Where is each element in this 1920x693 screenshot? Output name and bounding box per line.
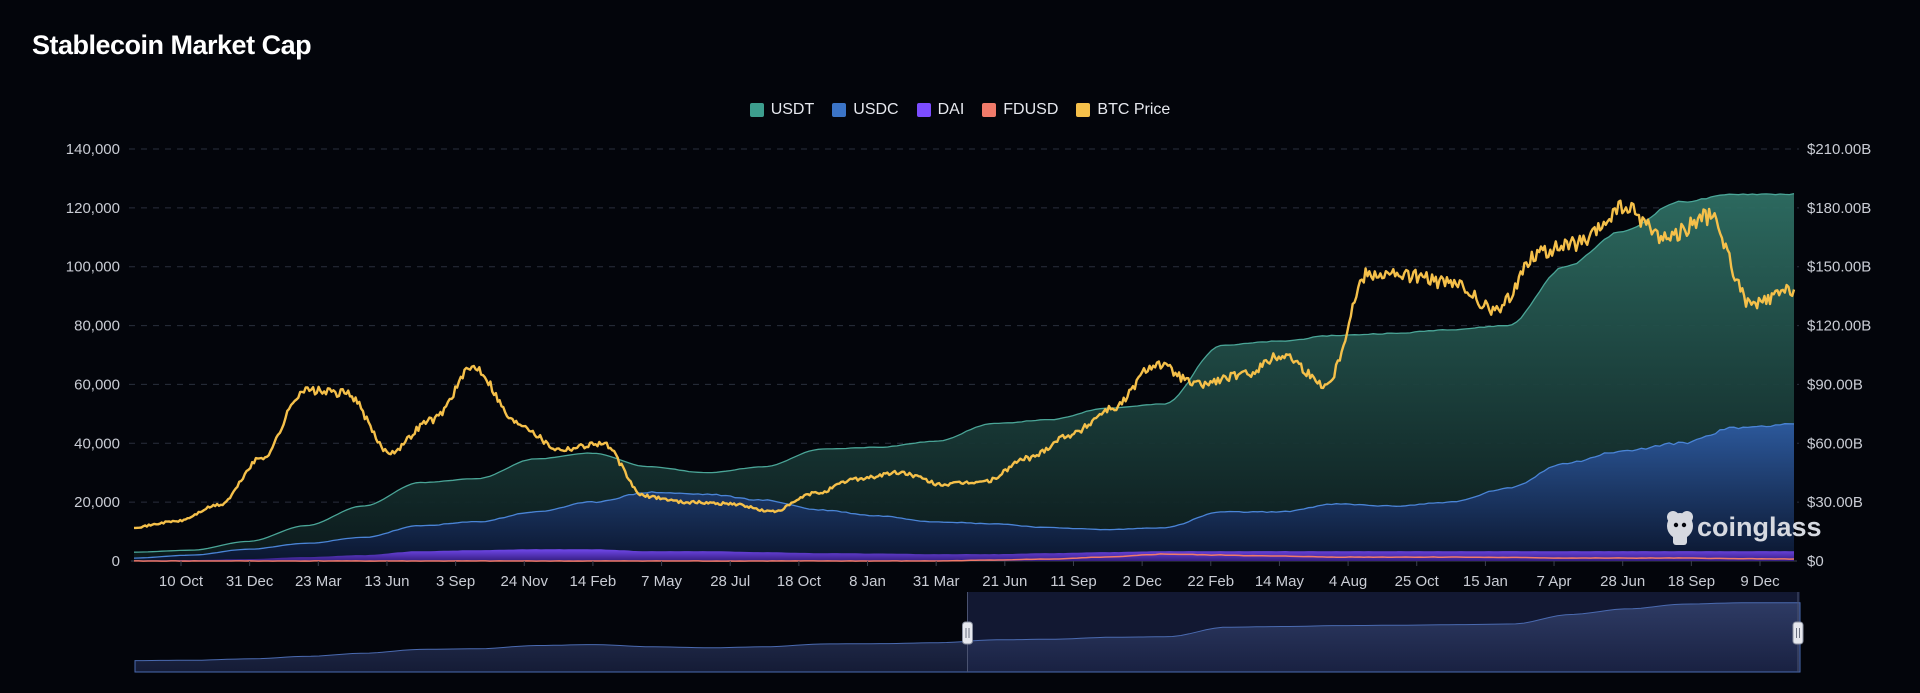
- y-right-tick-label: $150.00B: [1807, 259, 1871, 276]
- y-left-tick-label: 80,000: [74, 318, 120, 335]
- y-left-tick-label: 60,000: [74, 376, 120, 393]
- x-tick-label: 25 Oct: [1395, 573, 1440, 590]
- x-tick-label: 13 Jun: [364, 573, 409, 590]
- x-tick-label: 18 Oct: [777, 573, 822, 590]
- legend-swatch-btc-price: [1076, 103, 1091, 117]
- x-tick-label: 28 Jul: [710, 573, 750, 590]
- x-tick-label: 3 Sep: [436, 573, 475, 590]
- x-tick-label: 9 Dec: [1740, 573, 1780, 590]
- legend-item-btc-price[interactable]: BTC Price: [1076, 101, 1170, 119]
- y-left-tick-label: 120,000: [66, 200, 120, 217]
- x-tick-label: 31 Mar: [913, 573, 960, 590]
- legend-item-dai[interactable]: DAI: [916, 101, 965, 119]
- x-tick-label: 28 Jun: [1600, 573, 1645, 590]
- x-tick-label: 23 Mar: [295, 573, 342, 590]
- legend-swatch-usdt: [749, 103, 764, 117]
- series-line-usdt: [133, 192, 1795, 553]
- x-tick-label: 14 May: [1255, 573, 1305, 590]
- range-navigator[interactable]: [134, 592, 1804, 673]
- legend-label-usdt: USDT: [770, 101, 815, 118]
- series-areas: [133, 192, 1795, 562]
- series-line-usdc: [133, 423, 1795, 559]
- legend-item-usdt[interactable]: USDT: [749, 101, 815, 119]
- x-tick-label: 8 Jan: [849, 573, 886, 590]
- x-tick-label: 7 May: [641, 573, 682, 590]
- x-tick-label: 2 Dec: [1123, 573, 1163, 590]
- btc-price-series: [134, 199, 1796, 530]
- x-tick-label: 18 Sep: [1668, 573, 1716, 590]
- y-left-tick-label: 100,000: [66, 259, 120, 276]
- legend-swatch-dai: [916, 103, 931, 117]
- y-right-tick-label: $210.00B: [1807, 141, 1871, 158]
- legend: USDT USDC DAI FDUSD BTC Price: [0, 101, 1920, 119]
- y-left-tick-label: 0: [112, 553, 120, 570]
- coinglass-wordmark: coinglass: [1697, 512, 1822, 542]
- x-tick-label: 14 Feb: [570, 573, 617, 590]
- series-line-fdusd: [134, 553, 1795, 562]
- navigator-handle-left[interactable]: [962, 621, 973, 645]
- y-axis-left: 0 20,000 40,000 60,000 80,000 100,000 120,000 1…: [66, 141, 120, 570]
- legend-item-fdusd[interactable]: FDUSD: [982, 101, 1058, 119]
- y-right-tick-label: $0: [1807, 553, 1824, 570]
- y-right-tick-label: $30.00B: [1807, 494, 1863, 511]
- navigator-handle-right[interactable]: [1792, 621, 1804, 645]
- y-right-tick-label: $90.00B: [1807, 376, 1863, 393]
- y-axis-right: $0 $30.00B $60.00B $90.00B $120.00B $150.00B $…: [1807, 141, 1871, 570]
- x-tick-label: 10 Oct: [159, 573, 204, 590]
- x-tick-label: 31 Dec: [226, 573, 274, 590]
- y-left-tick-label: 40,000: [74, 435, 120, 452]
- coinglass-logo-icon: [1667, 511, 1693, 545]
- x-tick-label: 4 Aug: [1329, 573, 1367, 590]
- legend-label-usdc: USDC: [853, 101, 899, 118]
- series-line-btc-price: [134, 199, 1796, 530]
- y-right-tick-label: $60.00B: [1807, 435, 1863, 452]
- coinglass-watermark: coinglass: [1667, 511, 1822, 545]
- x-tick-label: 7 Apr: [1537, 573, 1572, 590]
- y-left-tick-label: 140,000: [66, 141, 120, 158]
- x-tick-label: 24 Nov: [500, 573, 548, 590]
- legend-swatch-fdusd: [982, 103, 997, 117]
- series-area-dai: [134, 549, 1794, 561]
- y-right-tick-label: $120.00B: [1807, 318, 1871, 335]
- x-tick-label: 22 Feb: [1187, 573, 1234, 590]
- x-tick-label: 11 Sep: [1050, 573, 1096, 590]
- chart-title: Stablecoin Market Cap: [32, 30, 312, 60]
- legend-label-fdusd: FDUSD: [1003, 101, 1059, 118]
- legend-label-btc-price: BTC Price: [1097, 101, 1171, 118]
- legend-label-dai: DAI: [937, 101, 965, 118]
- x-tick-label: 21 Jun: [982, 573, 1027, 590]
- x-axis: 10 Oct 31 Dec 23 Mar 13 Jun 3 Sep 24 Nov 14 Fe…: [159, 561, 1780, 590]
- series-area-usdc: [134, 423, 1794, 561]
- y-left-tick-label: 20,000: [74, 494, 120, 511]
- legend-swatch-usdc: [832, 103, 847, 117]
- series-area-usdt: [134, 193, 1794, 561]
- x-tick-label: 15 Jan: [1463, 573, 1508, 590]
- legend-item-usdc[interactable]: USDC: [832, 101, 899, 119]
- y-right-tick-label: $180.00B: [1807, 200, 1871, 217]
